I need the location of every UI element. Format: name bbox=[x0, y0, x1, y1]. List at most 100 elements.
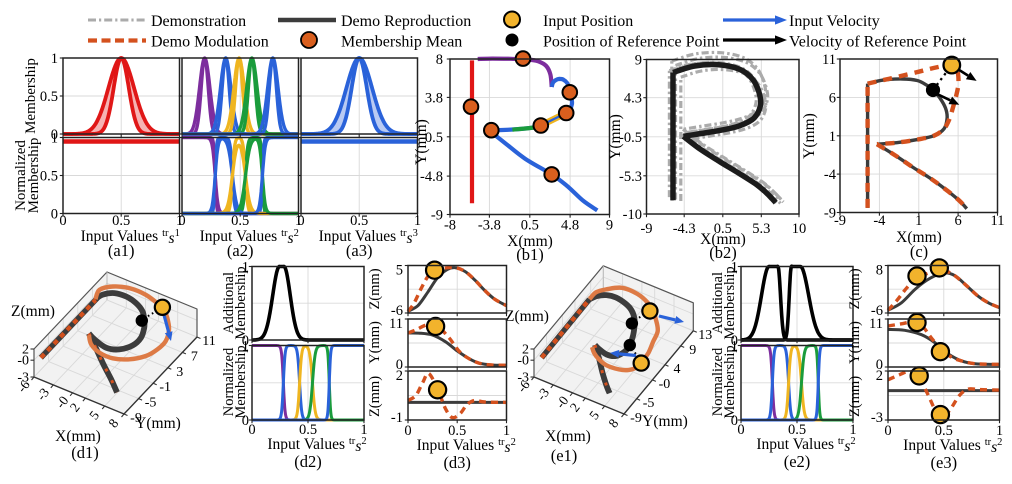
svg-text:1: 1 bbox=[414, 213, 421, 229]
svg-text:Demo Modulation: Demo Modulation bbox=[151, 34, 269, 51]
svg-text:6: 6 bbox=[954, 213, 961, 229]
svg-text:Membership: Membership bbox=[233, 266, 249, 339]
svg-text:2: 2 bbox=[22, 343, 29, 358]
svg-text:Normalized: Normalized bbox=[13, 140, 29, 211]
svg-text:1: 1 bbox=[731, 339, 738, 355]
svg-text:(e3): (e3) bbox=[931, 453, 958, 472]
svg-text:Demo Reproduction: Demo Reproduction bbox=[341, 13, 471, 30]
svg-text:0: 0 bbox=[404, 423, 411, 439]
svg-text:-4.8: -4.8 bbox=[420, 169, 443, 185]
svg-text:1: 1 bbox=[915, 213, 922, 229]
svg-text:Y(mm): Y(mm) bbox=[607, 114, 624, 160]
svg-text:X(mm): X(mm) bbox=[507, 233, 553, 250]
svg-text:9: 9 bbox=[689, 343, 696, 358]
svg-text:0: 0 bbox=[731, 333, 738, 349]
svg-text:Z(mm): Z(mm) bbox=[505, 308, 549, 325]
svg-text:0.5: 0.5 bbox=[350, 213, 368, 229]
svg-text:Z(mm): Z(mm) bbox=[847, 376, 863, 417]
svg-text:0: 0 bbox=[297, 213, 304, 229]
svg-text:11: 11 bbox=[991, 213, 1005, 229]
svg-text:Z(mm): Z(mm) bbox=[367, 376, 383, 417]
svg-text:11: 11 bbox=[202, 334, 215, 349]
svg-text:Position of Reference Point: Position of Reference Point bbox=[543, 34, 720, 51]
svg-text:Normalized: Normalized bbox=[710, 347, 726, 416]
svg-text:0.5: 0.5 bbox=[935, 423, 953, 439]
svg-text:-4: -4 bbox=[824, 167, 837, 183]
svg-text:-9: -9 bbox=[630, 411, 642, 426]
svg-text:0: 0 bbox=[51, 127, 58, 143]
svg-text:2: 2 bbox=[876, 368, 883, 384]
svg-text:0: 0 bbox=[884, 423, 891, 439]
svg-text:-0: -0 bbox=[517, 354, 529, 369]
svg-text:-6: -6 bbox=[391, 303, 403, 319]
svg-text:Z(mm): Z(mm) bbox=[367, 268, 383, 309]
svg-text:-5: -5 bbox=[145, 396, 157, 411]
svg-text:(c): (c) bbox=[910, 242, 928, 261]
svg-text:0.5: 0.5 bbox=[231, 213, 249, 229]
svg-text:0: 0 bbox=[396, 357, 403, 373]
svg-text:(a3): (a3) bbox=[346, 241, 373, 260]
svg-text:Y(mm): Y(mm) bbox=[847, 321, 863, 364]
svg-text:11: 11 bbox=[389, 316, 403, 332]
svg-text:1: 1 bbox=[849, 422, 856, 438]
svg-text:1: 1 bbox=[503, 423, 510, 439]
svg-text:1: 1 bbox=[360, 422, 367, 438]
svg-text:0: 0 bbox=[731, 413, 738, 429]
svg-text:Y(mm): Y(mm) bbox=[642, 413, 688, 430]
svg-text:Velocity of Reference Point: Velocity of Reference Point bbox=[789, 34, 967, 51]
svg-text:-5: -5 bbox=[643, 396, 655, 411]
svg-text:Input Values trs1: Input Values trs1 bbox=[81, 228, 180, 247]
svg-text:Input Values trs2: Input Values trs2 bbox=[417, 437, 516, 456]
svg-text:X(mm): X(mm) bbox=[545, 428, 591, 445]
svg-text:Y(mm): Y(mm) bbox=[135, 415, 181, 432]
svg-text:3.8: 3.8 bbox=[425, 90, 443, 106]
svg-text:Input Values trs2: Input Values trs2 bbox=[903, 437, 1002, 456]
svg-text:(b1): (b1) bbox=[516, 245, 544, 264]
svg-text:Y(mm): Y(mm) bbox=[413, 119, 430, 165]
svg-text:-0: -0 bbox=[659, 377, 671, 392]
svg-text:5: 5 bbox=[396, 263, 403, 279]
svg-text:0: 0 bbox=[242, 333, 249, 349]
svg-text:Membership: Membership bbox=[233, 345, 249, 418]
svg-text:Input Velocity: Input Velocity bbox=[789, 13, 880, 30]
svg-text:5.3: 5.3 bbox=[752, 221, 770, 237]
svg-text:8: 8 bbox=[436, 52, 443, 68]
svg-text:0: 0 bbox=[876, 357, 883, 373]
svg-text:0.5: 0.5 bbox=[714, 221, 732, 237]
svg-text:-3: -3 bbox=[17, 371, 29, 386]
svg-text:10: 10 bbox=[792, 221, 807, 237]
svg-text:-9: -9 bbox=[834, 213, 846, 229]
svg-text:-4: -4 bbox=[873, 213, 886, 229]
svg-text:1: 1 bbox=[51, 131, 58, 147]
svg-text:0.5: 0.5 bbox=[788, 422, 806, 438]
svg-text:11: 11 bbox=[822, 52, 836, 68]
svg-text:7: 7 bbox=[191, 349, 198, 364]
svg-text:(a2): (a2) bbox=[227, 241, 254, 260]
svg-text:9: 9 bbox=[606, 218, 613, 234]
svg-text:0: 0 bbox=[59, 213, 66, 229]
svg-text:Additional: Additional bbox=[221, 272, 237, 334]
svg-text:(e2): (e2) bbox=[784, 452, 811, 471]
svg-text:0: 0 bbox=[178, 213, 185, 229]
svg-text:Normalized: Normalized bbox=[221, 347, 237, 416]
svg-text:0.5: 0.5 bbox=[40, 169, 58, 185]
svg-text:0.5: 0.5 bbox=[40, 89, 58, 105]
svg-text:Z(mm): Z(mm) bbox=[11, 303, 55, 320]
svg-text:1: 1 bbox=[51, 51, 58, 67]
svg-text:-9: -9 bbox=[130, 411, 142, 426]
svg-text:Additional: Additional bbox=[710, 272, 726, 334]
svg-text:-3: -3 bbox=[517, 371, 529, 386]
svg-text:Y(mm): Y(mm) bbox=[801, 113, 818, 159]
svg-text:11: 11 bbox=[869, 316, 883, 332]
svg-text:(e1): (e1) bbox=[551, 446, 578, 465]
svg-text:0: 0 bbox=[248, 422, 255, 438]
svg-text:2: 2 bbox=[522, 343, 529, 358]
svg-text:Demonstration: Demonstration bbox=[151, 13, 246, 30]
svg-text:3: 3 bbox=[176, 365, 183, 380]
svg-text:1: 1 bbox=[176, 213, 183, 229]
svg-text:-6: -6 bbox=[871, 303, 883, 319]
svg-text:-1: -1 bbox=[159, 380, 171, 395]
svg-text:1: 1 bbox=[829, 129, 836, 145]
svg-text:-3: -3 bbox=[871, 410, 883, 426]
svg-text:9: 9 bbox=[635, 53, 642, 69]
